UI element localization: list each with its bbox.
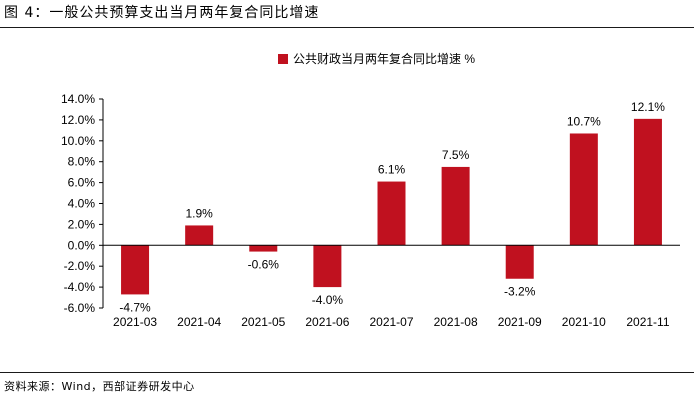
bar bbox=[569, 133, 598, 246]
y-tick-label: 14.0% bbox=[61, 92, 95, 106]
legend-swatch bbox=[278, 54, 288, 64]
data-label: 6.1% bbox=[378, 163, 406, 177]
y-tick-label: 12.0% bbox=[61, 113, 95, 127]
x-tick-label: 2021-10 bbox=[562, 315, 606, 329]
y-tick-label: 6.0% bbox=[68, 176, 96, 190]
data-label: -4.0% bbox=[312, 293, 344, 307]
legend-label: 公共财政当月两年复合同比增速 % bbox=[293, 51, 475, 66]
x-tick-label: 2021-05 bbox=[241, 315, 285, 329]
bar bbox=[633, 118, 662, 246]
y-tick-label: 0.0% bbox=[68, 238, 96, 252]
data-label: -4.7% bbox=[119, 300, 151, 314]
y-tick-label: -6.0% bbox=[64, 301, 96, 315]
x-tick-label: 2021-11 bbox=[626, 315, 669, 329]
bar bbox=[185, 225, 214, 246]
bottom-rule bbox=[0, 372, 694, 373]
legend: 公共财政当月两年复合同比增速 % bbox=[278, 51, 475, 66]
y-tick-label: 2.0% bbox=[68, 217, 96, 231]
data-label: 10.7% bbox=[567, 114, 601, 128]
data-labels: -4.7% 1.9% -0.6% -4.0% 6.1% 7.5% -3.2% 10.7% 12.… bbox=[119, 100, 665, 315]
y-axis: -6.0% -4.0% -2.0% 0.0% 2.0% 4.0% 6.0% 8.0% 10.0%… bbox=[61, 92, 104, 315]
y-tick-label: 4.0% bbox=[68, 197, 96, 211]
x-tick-label: 2021-04 bbox=[177, 315, 221, 329]
y-tick-label: 10.0% bbox=[61, 134, 95, 148]
bar bbox=[313, 245, 342, 288]
bar bbox=[505, 245, 534, 279]
bars bbox=[121, 118, 662, 295]
bar-chart: 公共财政当月两年复合同比增速 % -6.0% -4.0% -2.0% 0.0% 2.0%… bbox=[61, 51, 680, 329]
y-tick-label: 8.0% bbox=[68, 155, 96, 169]
bar bbox=[441, 166, 470, 246]
x-tick-label: 2021-06 bbox=[305, 315, 349, 329]
y-tick-label: -2.0% bbox=[64, 259, 96, 273]
bar bbox=[377, 181, 406, 246]
data-label: 7.5% bbox=[442, 148, 470, 162]
x-tick-label: 2021-07 bbox=[369, 315, 413, 329]
figure-title: 图 4：一般公共预算支出当月两年复合同比增速 bbox=[4, 5, 320, 21]
x-tick-label: 2021-08 bbox=[434, 315, 478, 329]
source-note: 资料来源：Wind，西部证券研发中心 bbox=[4, 380, 195, 393]
y-tick-label: -4.0% bbox=[64, 280, 96, 294]
x-axis: 2021-03 2021-04 2021-05 2021-06 2021-07 2021-… bbox=[103, 244, 680, 329]
bar bbox=[121, 245, 150, 295]
data-label: 1.9% bbox=[185, 206, 213, 220]
data-label: -3.2% bbox=[504, 285, 536, 299]
x-tick-label: 2021-09 bbox=[498, 315, 542, 329]
data-label: -0.6% bbox=[248, 258, 280, 272]
bar bbox=[249, 245, 278, 252]
x-tick-label: 2021-03 bbox=[113, 315, 157, 329]
top-rule bbox=[0, 27, 694, 28]
data-label: 12.1% bbox=[631, 100, 665, 114]
